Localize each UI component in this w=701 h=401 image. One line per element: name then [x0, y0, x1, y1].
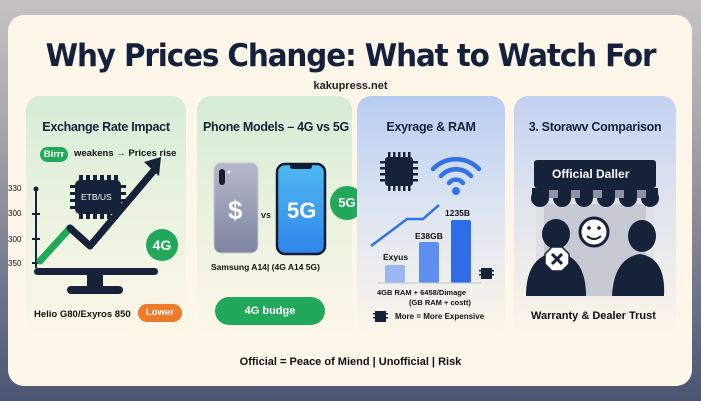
chip-wifi-chart: [370, 152, 494, 322]
store-sign-label: Official Daller: [552, 167, 630, 181]
axis-tick: 350: [8, 259, 22, 268]
vs-label: vs: [261, 210, 272, 220]
card-title: Phone Models – 4G vs 5G: [203, 120, 349, 134]
5g-phone-label: 5G: [287, 198, 317, 223]
birr-badge: Birrr: [40, 147, 68, 162]
bar-label: Exyus: [383, 252, 409, 262]
4g-badge: 4G: [146, 229, 178, 261]
page-title: Why Prices Change: What to Watch For: [45, 38, 657, 74]
card-title: Exchange Rate Impact: [42, 120, 170, 134]
exchange-chart-icon: [32, 157, 161, 294]
card-exchange-rate: Exchange Rate Impact Birrr weakens → Pri…: [8, 96, 186, 336]
axis-tick: 330: [8, 184, 22, 193]
card-dealer-comparison: 3. Storawv Comparison Offici: [514, 96, 676, 336]
4g-budget-button[interactable]: 4G budge: [215, 297, 325, 325]
model-caption: Samsung A14| (4G A14 5G): [211, 262, 320, 272]
axis-tick: 300: [8, 235, 22, 244]
chip-label: ETB/US: [81, 192, 112, 202]
site-label: kakupress.net: [313, 80, 388, 92]
lower-badge: Lower: [138, 304, 182, 322]
ram-caption-line2: (GB RAM + costt): [409, 298, 471, 307]
card-title: Exyrage & RAM: [386, 120, 476, 134]
birr-weakens-text: weakens → Prices rise: [74, 148, 177, 159]
axis-tick: 300: [8, 209, 22, 218]
card-title: 3. Storawv Comparison: [528, 120, 662, 134]
phones-illustration: [213, 162, 327, 256]
card-storage-ram: Exyrage & RAM: [357, 96, 505, 336]
ram-caption-line1: 4GB RAM + 6458/Dimage: [377, 288, 466, 297]
bar-label: E38GB: [415, 231, 443, 241]
footer-note: Official = Peace of Miend | Unofficial |…: [239, 356, 462, 368]
chipset-caption: Helio G80/Exyros 850: [34, 309, 131, 320]
warranty-caption: Warranty & Dealer Trust: [531, 310, 656, 322]
store-illustration: [526, 160, 665, 296]
legend-more-expensive: More = More Expensive: [395, 312, 485, 321]
card-phone-models: Phone Models – 4G vs 5G $ vs 5G 5G Samsu…: [197, 96, 364, 336]
dollar-icon: $: [228, 195, 243, 225]
bar-label: 1235B: [445, 208, 471, 218]
